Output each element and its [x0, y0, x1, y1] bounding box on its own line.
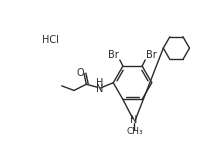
- Text: H: H: [96, 78, 103, 88]
- Text: Br: Br: [146, 50, 157, 60]
- Text: CH₃: CH₃: [127, 127, 144, 136]
- Text: O: O: [76, 68, 84, 78]
- Text: HCl: HCl: [42, 35, 59, 45]
- Text: N: N: [96, 84, 103, 94]
- Text: Br: Br: [108, 50, 119, 60]
- Text: N: N: [130, 115, 137, 125]
